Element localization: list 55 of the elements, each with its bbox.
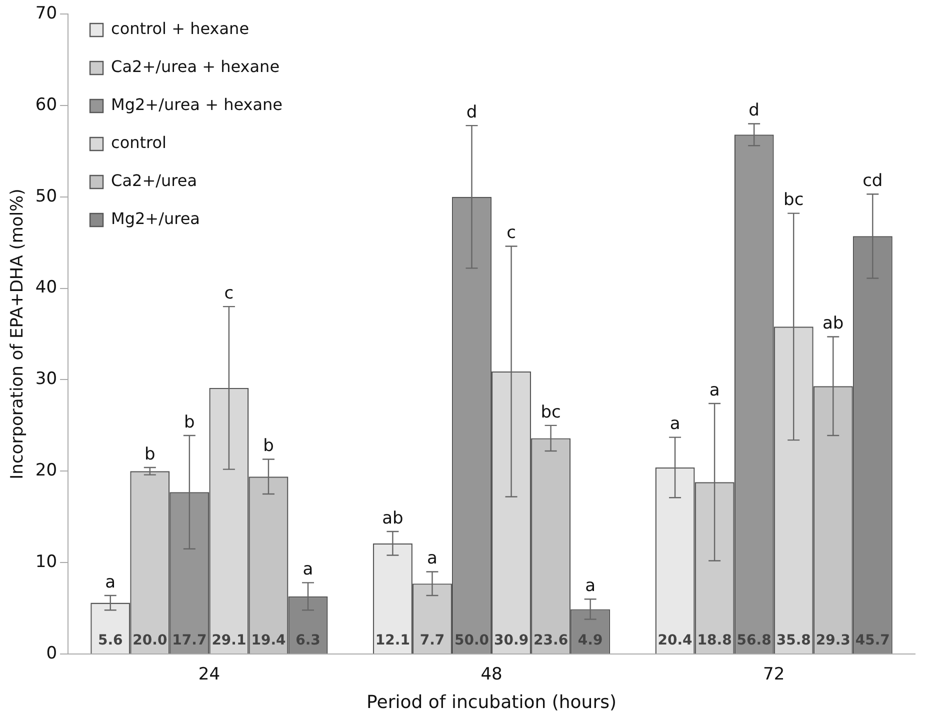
annotation: d <box>748 100 760 121</box>
y-tick-label: 60 <box>35 94 58 115</box>
y-axis-title: Incorporation of EPA+DHA (mol%) <box>8 188 28 480</box>
data-label: 4.9 <box>578 632 603 649</box>
annotation: a <box>585 576 596 596</box>
annotation: a <box>427 548 438 569</box>
annotation: ab <box>822 314 844 334</box>
data-label: 29.3 <box>816 632 850 649</box>
data-label: 23.6 <box>534 632 568 649</box>
legend-label: Ca2+/urea <box>111 171 197 190</box>
data-label: 20.0 <box>132 632 168 649</box>
data-label: 5.6 <box>98 632 123 649</box>
annotation: d <box>466 102 478 122</box>
annotation: cd <box>862 171 883 192</box>
annotation: b <box>263 436 274 456</box>
data-label: 19.4 <box>251 632 286 649</box>
annotation: c <box>224 283 234 304</box>
annotation: b <box>144 444 156 464</box>
annotation: ab <box>382 508 404 528</box>
data-label: 17.7 <box>172 632 207 649</box>
data-label: 45.7 <box>855 632 890 649</box>
y-tick-label: 20 <box>35 460 58 481</box>
x-tick-label: 72 <box>763 664 785 685</box>
y-tick-label: 30 <box>35 369 58 390</box>
annotation: a <box>709 380 720 400</box>
legend-label: control + hexane <box>111 19 250 38</box>
x-tick-label: 48 <box>480 664 502 685</box>
data-label: 12.1 <box>375 632 410 649</box>
y-tick-label: 40 <box>35 278 58 298</box>
data-label: 56.8 <box>736 632 772 649</box>
annotation: a <box>105 572 116 592</box>
annotation: bc <box>540 402 561 422</box>
annotation: b <box>184 412 195 432</box>
data-label: 29.1 <box>212 632 246 649</box>
annotation: a <box>302 560 314 580</box>
annotation: a <box>670 414 680 434</box>
y-tick-label: 50 <box>35 186 58 206</box>
legend-label: Ca2+/urea + hexane <box>111 57 280 76</box>
legend-label: Mg2+/urea + hexane <box>111 95 283 114</box>
legend-label: Mg2+/urea <box>111 209 200 228</box>
y-tick-label: 0 <box>46 643 58 664</box>
data-label: 30.9 <box>494 632 529 649</box>
data-label: 7.7 <box>420 632 445 649</box>
data-label: 18.8 <box>697 632 732 649</box>
data-label: 50.0 <box>454 632 490 649</box>
legend-label: control <box>111 133 166 152</box>
annotation: bc <box>784 190 804 210</box>
y-tick-label: 10 <box>35 552 58 572</box>
data-label: 20.4 <box>658 632 693 649</box>
data-label: 6.3 <box>296 632 320 649</box>
data-label: 35.8 <box>776 632 811 649</box>
x-axis-title: Period of incubation (hours) <box>366 692 616 713</box>
annotation: c <box>506 223 516 244</box>
y-tick-label: 70 <box>35 3 58 24</box>
x-tick-label: 24 <box>198 664 220 685</box>
